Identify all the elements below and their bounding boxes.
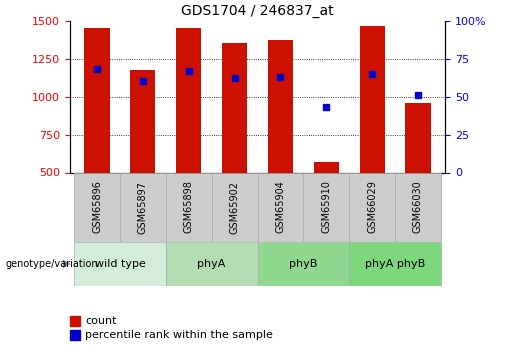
Text: GSM66030: GSM66030 [413, 181, 423, 233]
Text: wild type: wild type [95, 259, 145, 269]
Text: GSM65897: GSM65897 [138, 180, 148, 234]
Polygon shape [63, 259, 71, 268]
Bar [395, 172, 441, 242]
Text: GSM65902: GSM65902 [230, 180, 239, 234]
Bar [349, 172, 395, 242]
Bar [349, 241, 441, 286]
Text: count: count [85, 316, 116, 326]
Text: genotype/variation: genotype/variation [5, 259, 98, 269]
Bar [258, 241, 349, 286]
Title: GDS1704 / 246837_at: GDS1704 / 246837_at [181, 4, 334, 18]
Bar [405, 103, 431, 172]
Text: phyB: phyB [289, 259, 318, 269]
Bar [212, 172, 258, 242]
Bar [359, 26, 385, 172]
Bar [84, 28, 110, 172]
Bar [222, 43, 247, 172]
Bar [166, 172, 212, 242]
Bar [176, 28, 201, 172]
Bar [74, 172, 120, 242]
Bar [258, 172, 303, 242]
Bar [166, 241, 258, 286]
Bar [303, 172, 349, 242]
Bar [120, 172, 166, 242]
Text: GSM66029: GSM66029 [367, 180, 377, 234]
Bar [314, 162, 339, 172]
Text: percentile rank within the sample: percentile rank within the sample [85, 330, 273, 339]
Bar [74, 241, 166, 286]
Text: GSM65898: GSM65898 [184, 180, 194, 234]
Bar [268, 40, 293, 172]
Bar [130, 70, 156, 172]
Text: GSM65904: GSM65904 [276, 180, 285, 234]
Text: phyA: phyA [197, 259, 226, 269]
Text: GSM65896: GSM65896 [92, 180, 102, 234]
Text: phyA phyB: phyA phyB [365, 259, 425, 269]
Text: GSM65910: GSM65910 [321, 180, 331, 234]
